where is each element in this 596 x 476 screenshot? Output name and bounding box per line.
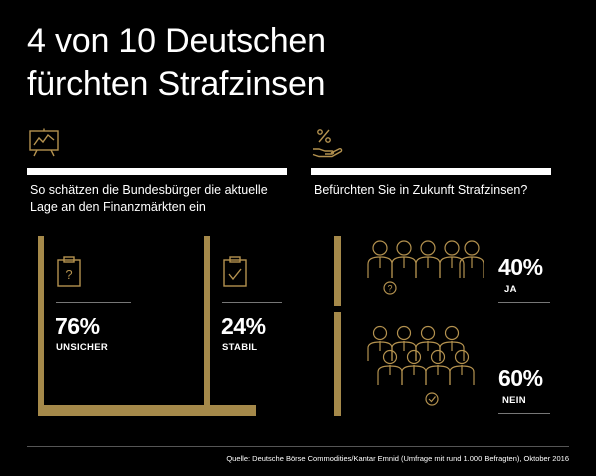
footer-rule [27, 446, 569, 447]
people-question-icon: ? [367, 240, 484, 295]
base-bar-stabil [204, 405, 256, 416]
value-label-ja: 40% [498, 254, 543, 280]
section-divider-left [27, 168, 287, 175]
section-divider-right [311, 168, 551, 175]
category-label-unsicher: UNSICHER [56, 342, 109, 353]
bar-nein [334, 312, 341, 416]
rule-nein [498, 413, 550, 414]
bar-stabil [204, 236, 210, 416]
title-line-1: 4 von 10 Deutschen [27, 22, 326, 60]
bar-unsicher [38, 236, 44, 416]
rule-stabil [222, 302, 282, 303]
clipboard-check-icon [223, 256, 247, 287]
category-label-nein: NEIN [502, 395, 526, 406]
source-note: Quelle: Deutsche Börse Commodities/Kanta… [226, 454, 569, 463]
left-question: So schätzen die Bundesbürger die aktuell… [30, 183, 268, 214]
svg-text:?: ? [387, 284, 392, 294]
svg-text:?: ? [65, 267, 72, 282]
value-label-nein: 60% [498, 365, 543, 391]
page-title: 4 von 10 Deutschen fürchten Strafzinsen [27, 20, 487, 106]
right-question: Befürchten Sie in Zukunft Strafzinsen? [314, 183, 528, 197]
bar-ja [334, 236, 341, 306]
people-check-icon [367, 325, 475, 406]
value-label-stabil: 24% [221, 313, 266, 339]
category-label-ja: JA [504, 284, 517, 295]
rule-ja [498, 302, 550, 303]
title-line-2: fürchten Strafzinsen [27, 65, 326, 103]
rule-unsicher [56, 302, 131, 303]
chart-board-icon [29, 128, 59, 157]
clipboard-question-icon: ? [57, 256, 81, 287]
category-label-stabil: STABIL [222, 342, 258, 353]
percent-hand-icon [312, 129, 343, 158]
value-label-unsicher: 76% [55, 313, 100, 339]
base-bar-unsicher [38, 405, 204, 416]
